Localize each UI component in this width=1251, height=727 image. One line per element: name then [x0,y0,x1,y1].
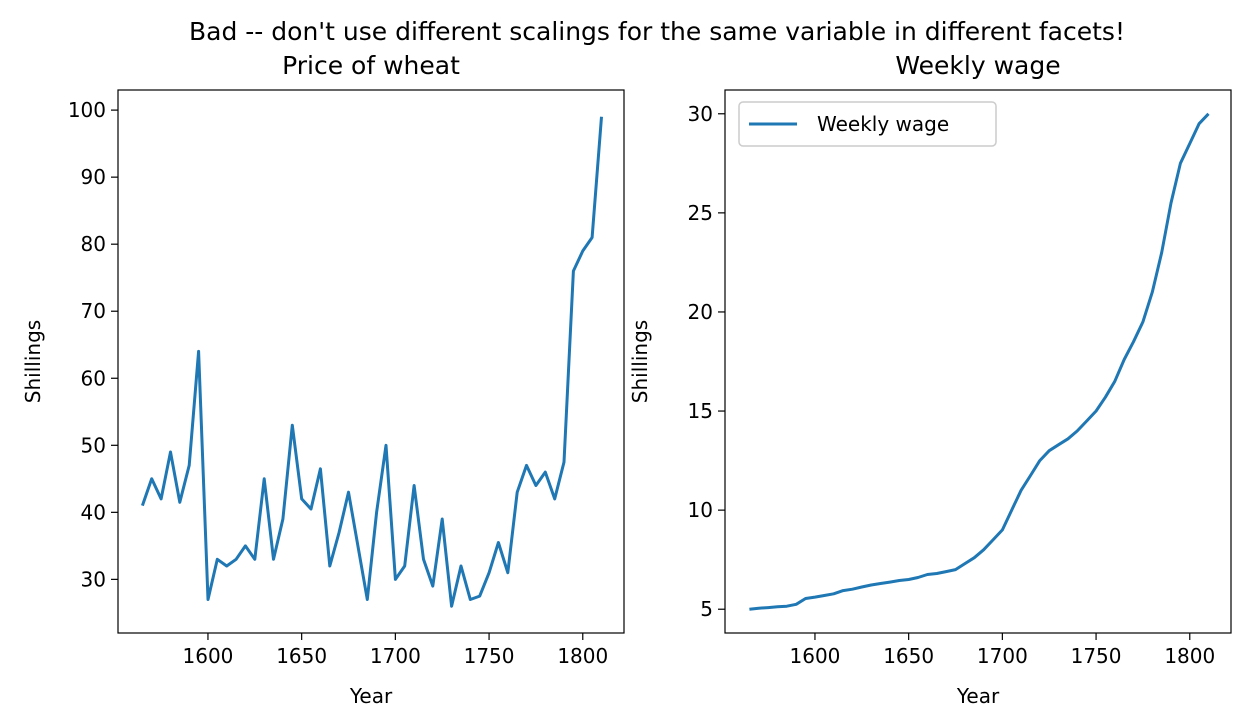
x-tick-label: 1600 [790,644,841,668]
axes-frame [724,89,1232,634]
chart-title: Weekly wage [895,51,1060,80]
x-tick-label: 1600 [183,644,234,668]
y-tick-label: 5 [700,597,713,621]
y-tick-label: 60 [81,366,106,390]
chart-title: Price of wheat [282,51,460,80]
series-line-weekly-wage [749,112,1210,611]
x-tick-label: 1650 [276,644,327,668]
y-tick-label: 70 [81,299,106,323]
y-tick-label: 80 [81,232,106,256]
y-tick-label: 40 [81,500,106,524]
y-tick-label: 30 [81,567,106,591]
x-tick-label: 1750 [1071,644,1122,668]
y-tick-label: 90 [81,165,106,189]
x-tick-label: 1700 [370,644,421,668]
y-tick-label: 100 [68,98,106,122]
x-axis-label: Year [956,684,1000,708]
y-tick-label: 30 [688,102,713,126]
legend-label: Weekly wage [817,112,949,136]
y-tick-label: 20 [688,300,713,324]
y-axis-label: Shillings [628,320,652,403]
y-tick-label: 50 [81,433,106,457]
x-tick-label: 1700 [977,644,1028,668]
y-axis-label: Shillings [21,320,45,403]
x-tick-label: 1800 [1164,644,1215,668]
x-tick-label: 1650 [883,644,934,668]
x-tick-label: 1800 [557,644,608,668]
panel-price-of-wheat: Price of wheat 1600 1650 1700 1750 1800 30 40 50… [21,51,625,708]
y-tick-label: 25 [688,201,713,225]
axes-frame [117,89,625,634]
legend: Weekly wage [738,101,997,147]
x-axis-label: Year [349,684,393,708]
series-line [140,116,603,608]
panel-weekly-wage: Weekly wage 1600 1650 1700 1750 1800 5 10 15 20 25… [628,51,1232,708]
figure-suptitle: Bad -- don't use different scalings for … [189,17,1125,46]
y-tick-label: 10 [688,498,713,522]
legend-box [738,101,997,147]
y-tick-label: 15 [688,399,713,423]
x-tick-label: 1750 [464,644,515,668]
